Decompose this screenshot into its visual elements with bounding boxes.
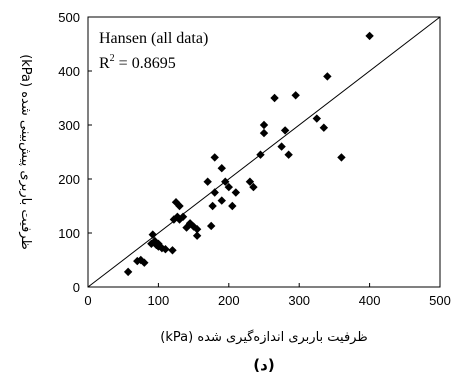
data-point [231,188,241,197]
data-point [337,153,346,162]
data-point [210,188,219,197]
data-point [171,198,181,207]
panel-label: (د) [253,356,274,374]
plot-frame [87,16,441,288]
data-point [210,153,219,162]
data-point [148,230,157,239]
data-point [259,128,269,138]
y-axis-ticks: 0 100 200 300 400 500 [58,10,92,295]
data-point [217,196,226,205]
y-tick-label: 100 [58,226,80,241]
data-points [123,31,374,277]
data-point [178,212,188,221]
data-point [208,201,217,211]
data-point [123,267,133,277]
y-axis-title: ظرفیت باربری پیش‌بینی شده (kPa) [18,54,33,250]
y-tick-label: 400 [58,64,80,79]
y-tick-label: 300 [58,118,80,133]
y-tick-label: 200 [58,172,80,187]
data-point [192,225,202,234]
data-point [228,201,237,211]
data-point [365,31,374,41]
r-squared-r: R [99,55,110,72]
data-point [207,221,216,231]
x-axis-ticks: 0 100 200 300 400 500 [84,283,451,308]
r-squared-label: R2 = 0.8695 [99,53,176,72]
y-tick-label: 500 [58,10,80,25]
data-point [245,177,255,186]
data-point [323,72,332,81]
data-point [217,164,226,173]
data-point [161,245,170,254]
x-tick-label: 0 [84,293,91,308]
data-point [175,201,184,211]
x-tick-label: 200 [218,293,240,308]
data-point [249,182,258,192]
data-point [182,223,191,232]
x-axis-title: ظرفیت باربری اندازه‌گیری شده (kPa) [160,329,367,345]
data-point [221,177,230,186]
data-point [319,123,329,132]
data-point [291,91,300,100]
x-tick-label: 500 [429,293,451,308]
data-point [256,150,265,159]
r-squared-value: = 0.8695 [115,55,176,72]
y-tick-label: 0 [73,280,80,295]
data-point [277,142,286,151]
data-point [312,114,321,123]
data-point [203,177,212,186]
data-point [270,93,279,103]
data-point [284,150,293,159]
data-point [169,215,179,224]
x-tick-label: 100 [148,293,170,308]
data-point [140,258,149,267]
r-squared-sup: 2 [110,53,115,64]
data-point [259,120,269,130]
data-point [168,246,177,255]
data-point [192,231,202,240]
x-tick-label: 300 [288,293,310,308]
data-point [224,182,233,192]
legend-title: Hansen (all data) [99,30,208,47]
reference-line [87,16,441,288]
data-point [280,126,290,135]
x-tick-label: 400 [359,293,381,308]
